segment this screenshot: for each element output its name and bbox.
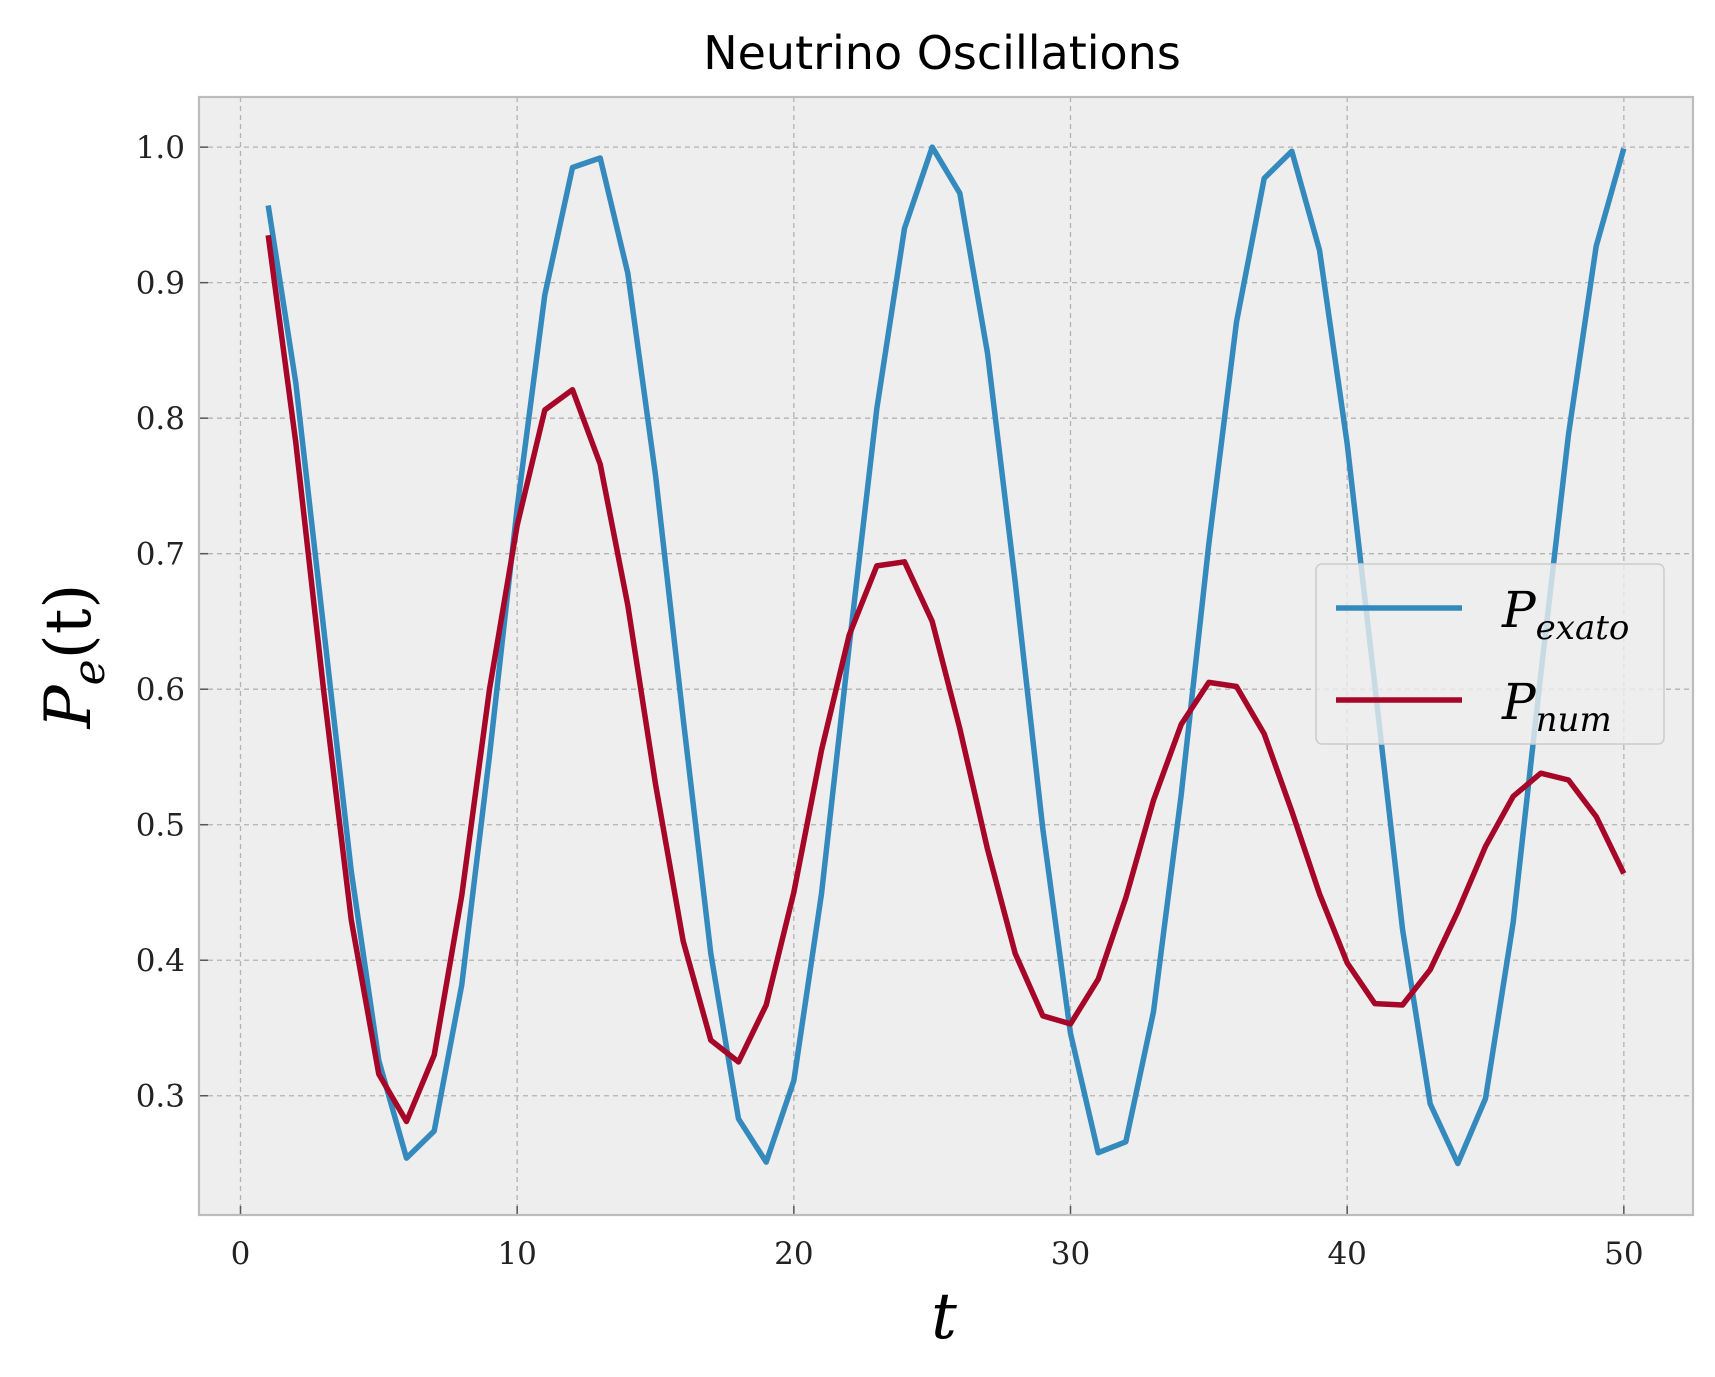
series-line-p-num [265, 234, 1627, 1125]
y-axis-label: Pe(t) [32, 584, 115, 730]
plot-frame [197, 95, 1695, 1217]
series-line-p-exato [265, 144, 1627, 1167]
x-tick-label: 40 [1327, 1236, 1366, 1272]
legend-label: Pnum [1501, 673, 1612, 740]
legend-box [1315, 563, 1665, 745]
y-tick-label: 0.9 [136, 266, 185, 302]
y-tick-label: 0.6 [136, 672, 185, 708]
ticks: 0 10 20 30 40 50 0.3 0.4 0.5 0.6 0.7 0.8 0.9 1.0 [136, 130, 1644, 1272]
y-tick-label: 0.7 [136, 537, 185, 573]
x-axis-label: t [931, 1280, 957, 1354]
y-axis-label-subscript: e [64, 659, 115, 685]
x-tick-label: 10 [497, 1236, 536, 1272]
y-tick-label: 1.0 [136, 130, 185, 166]
y-axis-label-base: P [32, 684, 106, 729]
series-lines [265, 144, 1627, 1167]
x-tick-label: 30 [1051, 1236, 1090, 1272]
y-tick-label: 0.8 [136, 401, 185, 437]
x-tick-label: 0 [231, 1236, 251, 1272]
y-tick-label: 0.3 [136, 1079, 185, 1115]
svg-text:Pe(t): Pe(t) [32, 584, 115, 730]
chart-title: Neutrino Oscillations [703, 26, 1181, 80]
legend: Pexato Pnum [1315, 563, 1665, 745]
legend-label: Pexato [1501, 581, 1629, 648]
y-axis-label-argument: (t) [32, 584, 106, 660]
y-tick-label: 0.4 [136, 943, 185, 979]
x-tick-label: 20 [774, 1236, 813, 1272]
y-tick-label: 0.5 [136, 808, 185, 844]
x-tick-label: 50 [1604, 1236, 1643, 1272]
